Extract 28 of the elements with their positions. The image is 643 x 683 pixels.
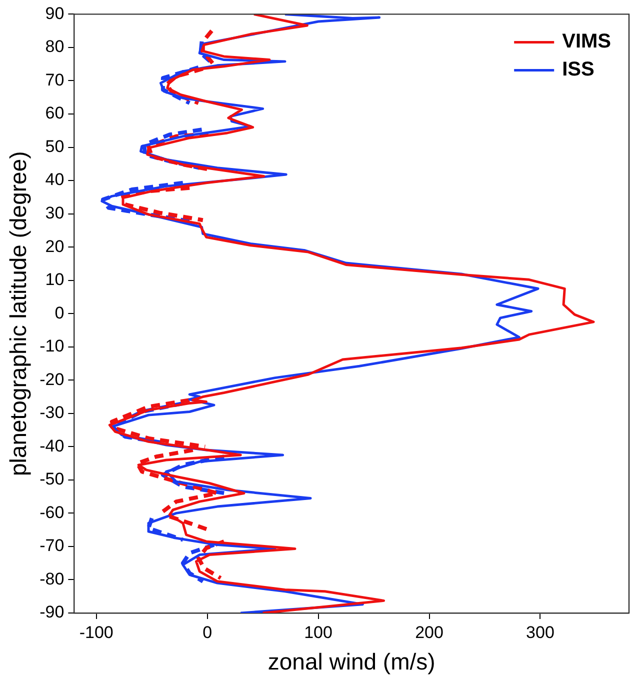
y-tick-label: 10 — [45, 270, 64, 290]
y-tick-label: -30 — [40, 403, 64, 422]
x-tick-label: 0 — [202, 622, 212, 642]
y-tick-label: 50 — [45, 136, 64, 156]
x-tick-label: 100 — [304, 622, 332, 642]
y-tick-label: -60 — [40, 502, 64, 522]
y-tick-label: 40 — [45, 170, 64, 190]
y-tick-label: 60 — [45, 104, 64, 123]
y-tick-label: 80 — [45, 37, 64, 56]
y-tick-label: 0 — [54, 303, 64, 322]
y-tick-label: 90 — [45, 4, 64, 23]
x-tick-label: -100 — [79, 622, 114, 642]
x-axis-title: zonal wind (m/s) — [268, 648, 436, 675]
y-tick-label: -10 — [40, 336, 64, 356]
y-tick-label: -50 — [40, 470, 64, 489]
y-tick-label: -20 — [40, 370, 64, 389]
x-tick-label: 300 — [526, 622, 554, 642]
y-axis-title: planetographic latitude (degree) — [5, 151, 32, 476]
y-tick-label: 70 — [45, 70, 64, 90]
y-tick-label: -70 — [40, 536, 64, 556]
legend-label: VIMS — [562, 30, 612, 53]
y-tick-label: -80 — [40, 569, 64, 588]
x-tick-label: 200 — [415, 622, 444, 642]
y-tick-label: 30 — [45, 203, 64, 222]
legend-label: ISS — [562, 58, 594, 81]
y-tick-label: -90 — [40, 602, 64, 622]
y-tick-label: 20 — [45, 236, 64, 256]
y-tick-label: -40 — [40, 436, 64, 456]
